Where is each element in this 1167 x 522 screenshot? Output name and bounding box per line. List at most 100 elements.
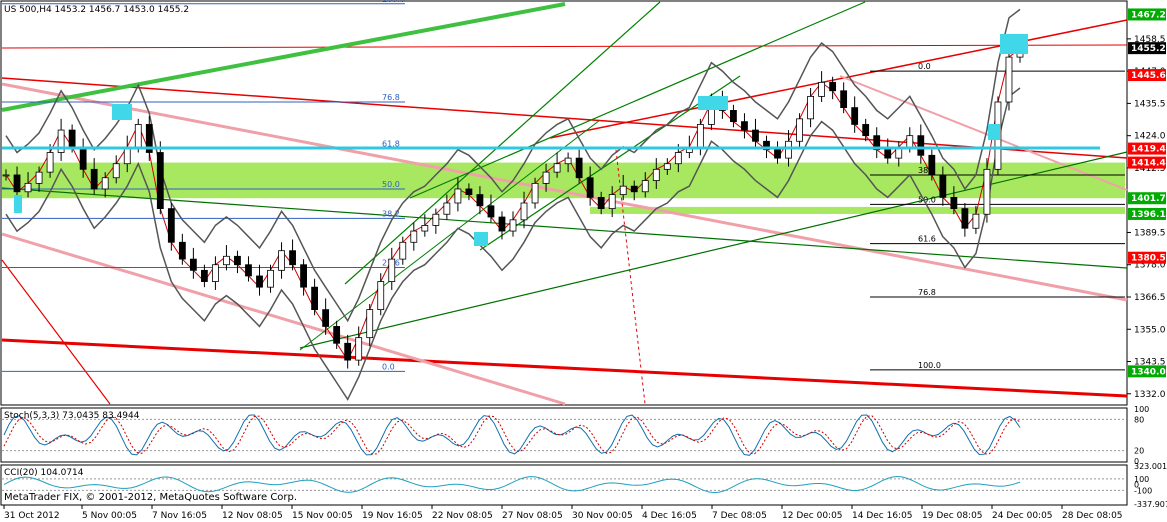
trend-lines bbox=[1, 1, 1128, 406]
candle-body bbox=[421, 225, 429, 232]
time-tick-label: 7 Dec 08:05 bbox=[712, 511, 767, 521]
candle-body bbox=[101, 177, 109, 190]
stoch-main-line bbox=[3, 414, 1021, 456]
candle-body bbox=[13, 174, 21, 193]
candle-body bbox=[388, 258, 396, 282]
fib-left-label-3: 50.0 bbox=[382, 180, 400, 189]
candle-body bbox=[928, 154, 936, 176]
price-axis: 1458.51447.01435.51424.01412.51389.51378… bbox=[1127, 8, 1166, 400]
candle-body bbox=[509, 219, 517, 232]
candle-body bbox=[1005, 56, 1013, 103]
red-trendline-top bbox=[1, 44, 1128, 49]
price-marker-bg bbox=[1128, 192, 1166, 205]
candle-body bbox=[432, 213, 440, 226]
candle-body bbox=[906, 135, 914, 148]
cyan-marker-5 bbox=[988, 124, 1000, 140]
candle-body bbox=[663, 163, 671, 170]
candle-body bbox=[520, 202, 528, 221]
price-tick-label: 1424.0 bbox=[1134, 132, 1166, 142]
candle-body bbox=[652, 168, 660, 181]
price-tick-label: 1435.5 bbox=[1134, 99, 1166, 109]
green-pitchfork-4 bbox=[299, 119, 601, 351]
candle-body bbox=[884, 149, 892, 159]
price-marker-label: 1396.1 bbox=[1131, 210, 1166, 220]
candle-body bbox=[112, 163, 120, 179]
candle-body bbox=[818, 81, 826, 97]
candle-body bbox=[917, 135, 925, 156]
stoch-tick-label: 100 bbox=[1134, 405, 1149, 414]
candle-body bbox=[862, 124, 870, 137]
cci-tick-label: 100 bbox=[1134, 475, 1149, 484]
candle-body bbox=[752, 129, 759, 142]
candle-body bbox=[35, 171, 43, 184]
fib-left-label-1: 76.8 bbox=[382, 93, 400, 102]
candle-body bbox=[983, 168, 991, 215]
candle-body bbox=[961, 208, 969, 229]
candle-body bbox=[145, 124, 153, 153]
stoch-tick-label: 20 bbox=[1134, 447, 1144, 456]
candle-body bbox=[542, 171, 550, 184]
price-marker-bg bbox=[1128, 156, 1166, 169]
candle-body bbox=[619, 185, 627, 195]
price-marker-bg bbox=[1128, 8, 1166, 21]
candle-body bbox=[156, 152, 164, 210]
red-trendline-upper bbox=[1, 77, 1128, 159]
cyan-marker-6 bbox=[1000, 34, 1028, 54]
candle-body bbox=[377, 281, 385, 311]
candle-body bbox=[256, 275, 263, 288]
green-thick-trendline bbox=[1, 2, 566, 112]
candle-body bbox=[399, 241, 407, 260]
time-tick-label: 14 Dec 16:05 bbox=[852, 511, 913, 521]
candle-body bbox=[24, 182, 32, 193]
price-marker-bg bbox=[1128, 69, 1166, 82]
stoch-tick-label: 80 bbox=[1134, 415, 1144, 424]
candle-body bbox=[564, 157, 572, 165]
time-tick-label: 19 Nov 16:05 bbox=[362, 511, 423, 521]
candle-body bbox=[443, 202, 451, 215]
copyright-label: MetaTrader FIX, © 2001-2012, MetaQuotes … bbox=[4, 492, 297, 503]
fib-left-label-6: 0.0 bbox=[382, 362, 395, 371]
price-tick-label: 1355.0 bbox=[1134, 325, 1166, 335]
candle-body bbox=[586, 177, 594, 198]
candle-body bbox=[333, 326, 341, 344]
cci-panel bbox=[0, 464, 1128, 506]
candle-body bbox=[300, 264, 307, 288]
stoch-tick-label: 0 bbox=[1134, 457, 1139, 466]
price-marker-bg bbox=[1128, 142, 1166, 155]
time-tick-label: 28 Dec 08:05 bbox=[1062, 511, 1123, 521]
candle-body bbox=[641, 180, 649, 193]
pink-channel-lower bbox=[1, 232, 566, 406]
stoch-signal-line bbox=[3, 415, 1021, 455]
candle-body bbox=[575, 157, 583, 179]
candle-body bbox=[90, 168, 98, 190]
candle-body bbox=[696, 124, 704, 148]
candle-body bbox=[597, 196, 605, 210]
cyan-marker-1 bbox=[112, 104, 132, 120]
price-marker-bg bbox=[1128, 251, 1166, 264]
candle-body bbox=[950, 196, 958, 210]
red-channel-upper bbox=[549, 19, 1128, 139]
time-tick-label: 7 Nov 16:05 bbox=[152, 511, 207, 521]
fib-left-label-2: 61.8 bbox=[382, 140, 400, 149]
fib-right-label-1: 38.2 bbox=[918, 166, 936, 175]
chart-title: US 500,H4 1453.2 1456.7 1453.0 1455.2 bbox=[4, 5, 189, 15]
candle-body bbox=[267, 269, 274, 288]
price-marker-label: 1419.4 bbox=[1131, 145, 1166, 155]
candle-body bbox=[234, 255, 241, 266]
price-tick-label: 1332.0 bbox=[1134, 390, 1166, 400]
candle-body bbox=[344, 342, 352, 361]
pink-channel-upper bbox=[1, 82, 1128, 302]
time-tick-label: 5 Nov 00:05 bbox=[82, 511, 137, 521]
candle-body bbox=[774, 149, 781, 159]
fib-right-label-4: 76.8 bbox=[918, 288, 936, 297]
time-tick-label: 22 Nov 08:05 bbox=[432, 511, 493, 521]
price-marker-bg bbox=[1128, 207, 1166, 220]
price-marker-label: 1414.4 bbox=[1131, 159, 1166, 169]
price-tick-label: 1412.5 bbox=[1134, 164, 1166, 174]
candle-body bbox=[498, 216, 506, 232]
candle-body bbox=[46, 152, 54, 173]
fib-right-label-5: 100.0 bbox=[918, 361, 941, 370]
price-marker-label: 1455.2 bbox=[1131, 44, 1166, 54]
